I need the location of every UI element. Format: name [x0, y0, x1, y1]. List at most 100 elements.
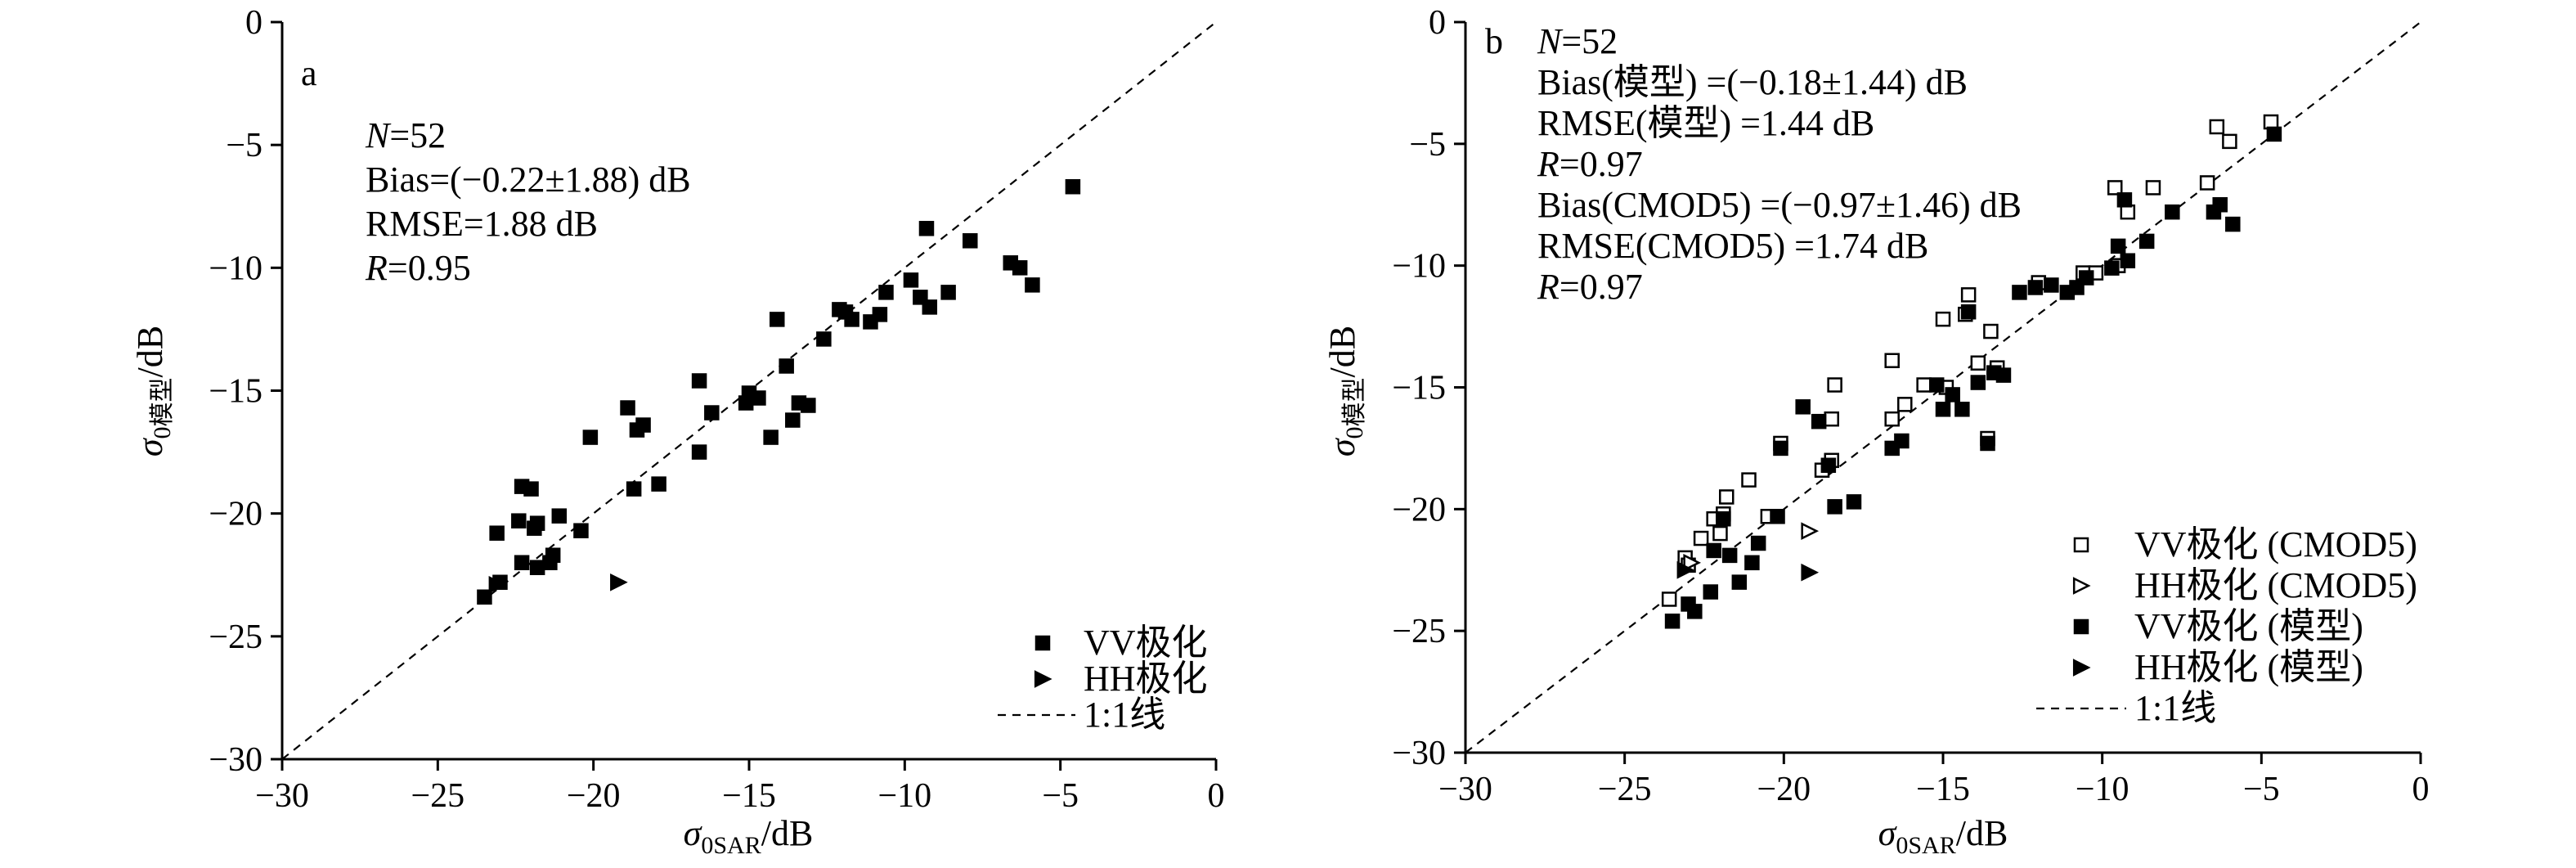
panel-a-letter: a: [301, 53, 317, 93]
panel-a-x-tick-label: −10: [877, 777, 931, 815]
panel-b-series-3-point: [1811, 413, 1827, 430]
panel-b-series-1-point: [1661, 591, 1677, 607]
panel-a-x-axis-symbol: σ: [684, 813, 703, 853]
panel-a-y-tick-label: −5: [226, 127, 263, 164]
panel-b-series-1-point: [1970, 355, 1986, 371]
panel-a-series-1-point: [635, 417, 651, 433]
panel-a-y-tick-label: 0: [245, 4, 263, 42]
panel-a-legend-label-1: VV极化: [1084, 623, 1208, 663]
panel-b-y-tick-label: −15: [1392, 370, 1446, 407]
panel-b-series-3-point: [2225, 216, 2241, 232]
panel-a-x-ticks: −30 −25 −20 −15 −10 −5 0: [255, 759, 1225, 815]
panel-a-x-tick-label: −25: [411, 777, 464, 815]
panel-b-series-1-point: [2209, 119, 2225, 135]
panel-b-series-3-point: [1935, 402, 1951, 417]
panel-a-series-1-point: [922, 299, 938, 315]
panel-b-reference-line-layer: [1465, 21, 2421, 753]
panel-a-y-axis-subscript: 0模型: [149, 377, 176, 438]
panel-a-series-1-point: [751, 390, 766, 406]
panel-a-y-tick-label: −20: [209, 496, 263, 533]
panel-b-x-tick-label: −15: [1916, 771, 1970, 808]
panel-a-series-1-point: [779, 358, 794, 374]
panel-b-stat-line-1: N=52: [1537, 21, 1618, 61]
panel-b-y-tick-label: 0: [1429, 4, 1446, 42]
panel-a-series-1-point: [620, 400, 635, 416]
panel-b-series-3-point: [2138, 233, 2155, 250]
panel-b-legend-reference-label: 1:1线: [2134, 688, 2216, 728]
panel-b-points-layer: [1661, 114, 2282, 629]
panel-b-y-tick-label: −5: [1409, 126, 1446, 164]
panel-b-y-axis-title: σ0模型/dB: [1322, 326, 1368, 456]
panel-b-series-3-point: [2116, 192, 2133, 208]
panel-b-series-3-point: [1750, 535, 1766, 551]
panel-b-series-1-point: [2120, 204, 2136, 220]
panel-b-series-3-point: [1846, 494, 1862, 510]
panel-b-series-1-point: [1884, 353, 1900, 369]
panel-b-x-axis-symbol: σ: [1878, 813, 1898, 853]
panel-a-stat-line-4: R=0.95: [365, 248, 471, 288]
panel-b-series-3-point: [2165, 204, 2180, 220]
panel-b-series-3-point: [1945, 387, 1960, 403]
panel-b-series-3-point: [1773, 440, 1788, 456]
panel-b-y-tick-label: −30: [1392, 735, 1446, 772]
panel-a-series-1-point: [704, 405, 720, 421]
panel-a-series-1-point: [514, 555, 530, 570]
panel-b-legend-label-4: HH极化 (模型): [2134, 647, 2363, 687]
panel-b-legend-marker-4: [2072, 659, 2091, 677]
panel-a-series-1-point: [529, 560, 545, 575]
panel-b-series-3-point: [1716, 510, 1731, 527]
panel-a-x-tick-label: −5: [1042, 777, 1079, 815]
panel-a-series-1-point: [763, 430, 779, 445]
panel-b-series-3-point: [1706, 542, 1721, 559]
panel-b-series-1-point: [1935, 311, 1951, 327]
panel-b-series-3-point: [2266, 126, 2282, 142]
panel-b-series-3-point: [2012, 285, 2027, 300]
panel-a-series-1-point: [551, 508, 568, 524]
panel-a-series-1-point: [801, 398, 816, 413]
panel-b-legend-marker-2: [2072, 577, 2091, 595]
panel-a-series-1-point: [918, 221, 935, 236]
panel-a-series-1-point: [1065, 178, 1081, 195]
panel-b-series-3-point: [2120, 253, 2136, 268]
panel-a-y-tick-label: −10: [209, 250, 263, 287]
panel-b-x-axis-subscript: 0SAR: [1896, 832, 1955, 859]
panel-b-series-1-point: [1741, 472, 1757, 488]
panel-b-stat-line-5: Bias(CMOD5) =(−0.97±1.46) dB: [1537, 185, 2022, 225]
panel-a-series-1-point: [573, 523, 589, 538]
panel-a-x-axis-unit: /dB: [761, 813, 814, 853]
panel-b-series-4-point: [1801, 563, 1820, 582]
panel-b-series-3-point: [2078, 270, 2094, 286]
panel-b-stat-line-7: R=0.97: [1537, 267, 1643, 307]
panel-b-legend: VV极化 (CMOD5)HH极化 (CMOD5)VV极化 (模型)HH极化 (模…: [2036, 524, 2417, 728]
panel-a-points-layer: [477, 178, 1081, 605]
panel-b-series-3-point: [1744, 555, 1760, 571]
panel-b-series-3-point: [1827, 499, 1842, 515]
panel-a-x-tick-label: −20: [567, 777, 621, 815]
panel-b-series-3-point: [1970, 375, 1986, 390]
panel-b-series-3-point: [2110, 238, 2126, 254]
panel-a-x-tick-label: −15: [722, 777, 776, 815]
panel-a-series-1-point: [770, 312, 785, 327]
panel-b-series-3-point: [1721, 547, 1738, 564]
panel-b-series-3-point: [1687, 604, 1703, 619]
panel-b-series-3-point: [1703, 584, 1719, 600]
panel-b-y-axis-symbol: σ: [1322, 437, 1362, 456]
panel-a-series-1-point: [529, 515, 545, 531]
panel-b-x-axis-title: σ0SAR/dB: [1878, 813, 2008, 859]
panel-a-series-1-point: [582, 430, 599, 445]
panel-b-series-1-point: [1960, 287, 1977, 303]
panel-a-legend-marker-1: [1034, 635, 1051, 651]
panel-b-stat-line-6: RMSE(CMOD5) =1.74 dB: [1537, 226, 1928, 266]
panel-b-series-3-point: [1928, 377, 1945, 393]
panel-a-series-1-point: [489, 525, 505, 541]
panel-a-series-1-point: [785, 412, 801, 428]
panel-a-series-1-point: [691, 373, 707, 389]
panel-a-stat-line-1: N=52: [365, 115, 446, 155]
panel-b-legend-marker-1: [2073, 537, 2089, 553]
panel-b-series-1-point: [2222, 133, 2237, 150]
panel-b-x-tick-label: −30: [1438, 771, 1492, 808]
panel-b-legend-label-1: VV极化 (CMOD5): [2134, 524, 2417, 564]
panel-b-series-3-point: [1980, 435, 1995, 452]
